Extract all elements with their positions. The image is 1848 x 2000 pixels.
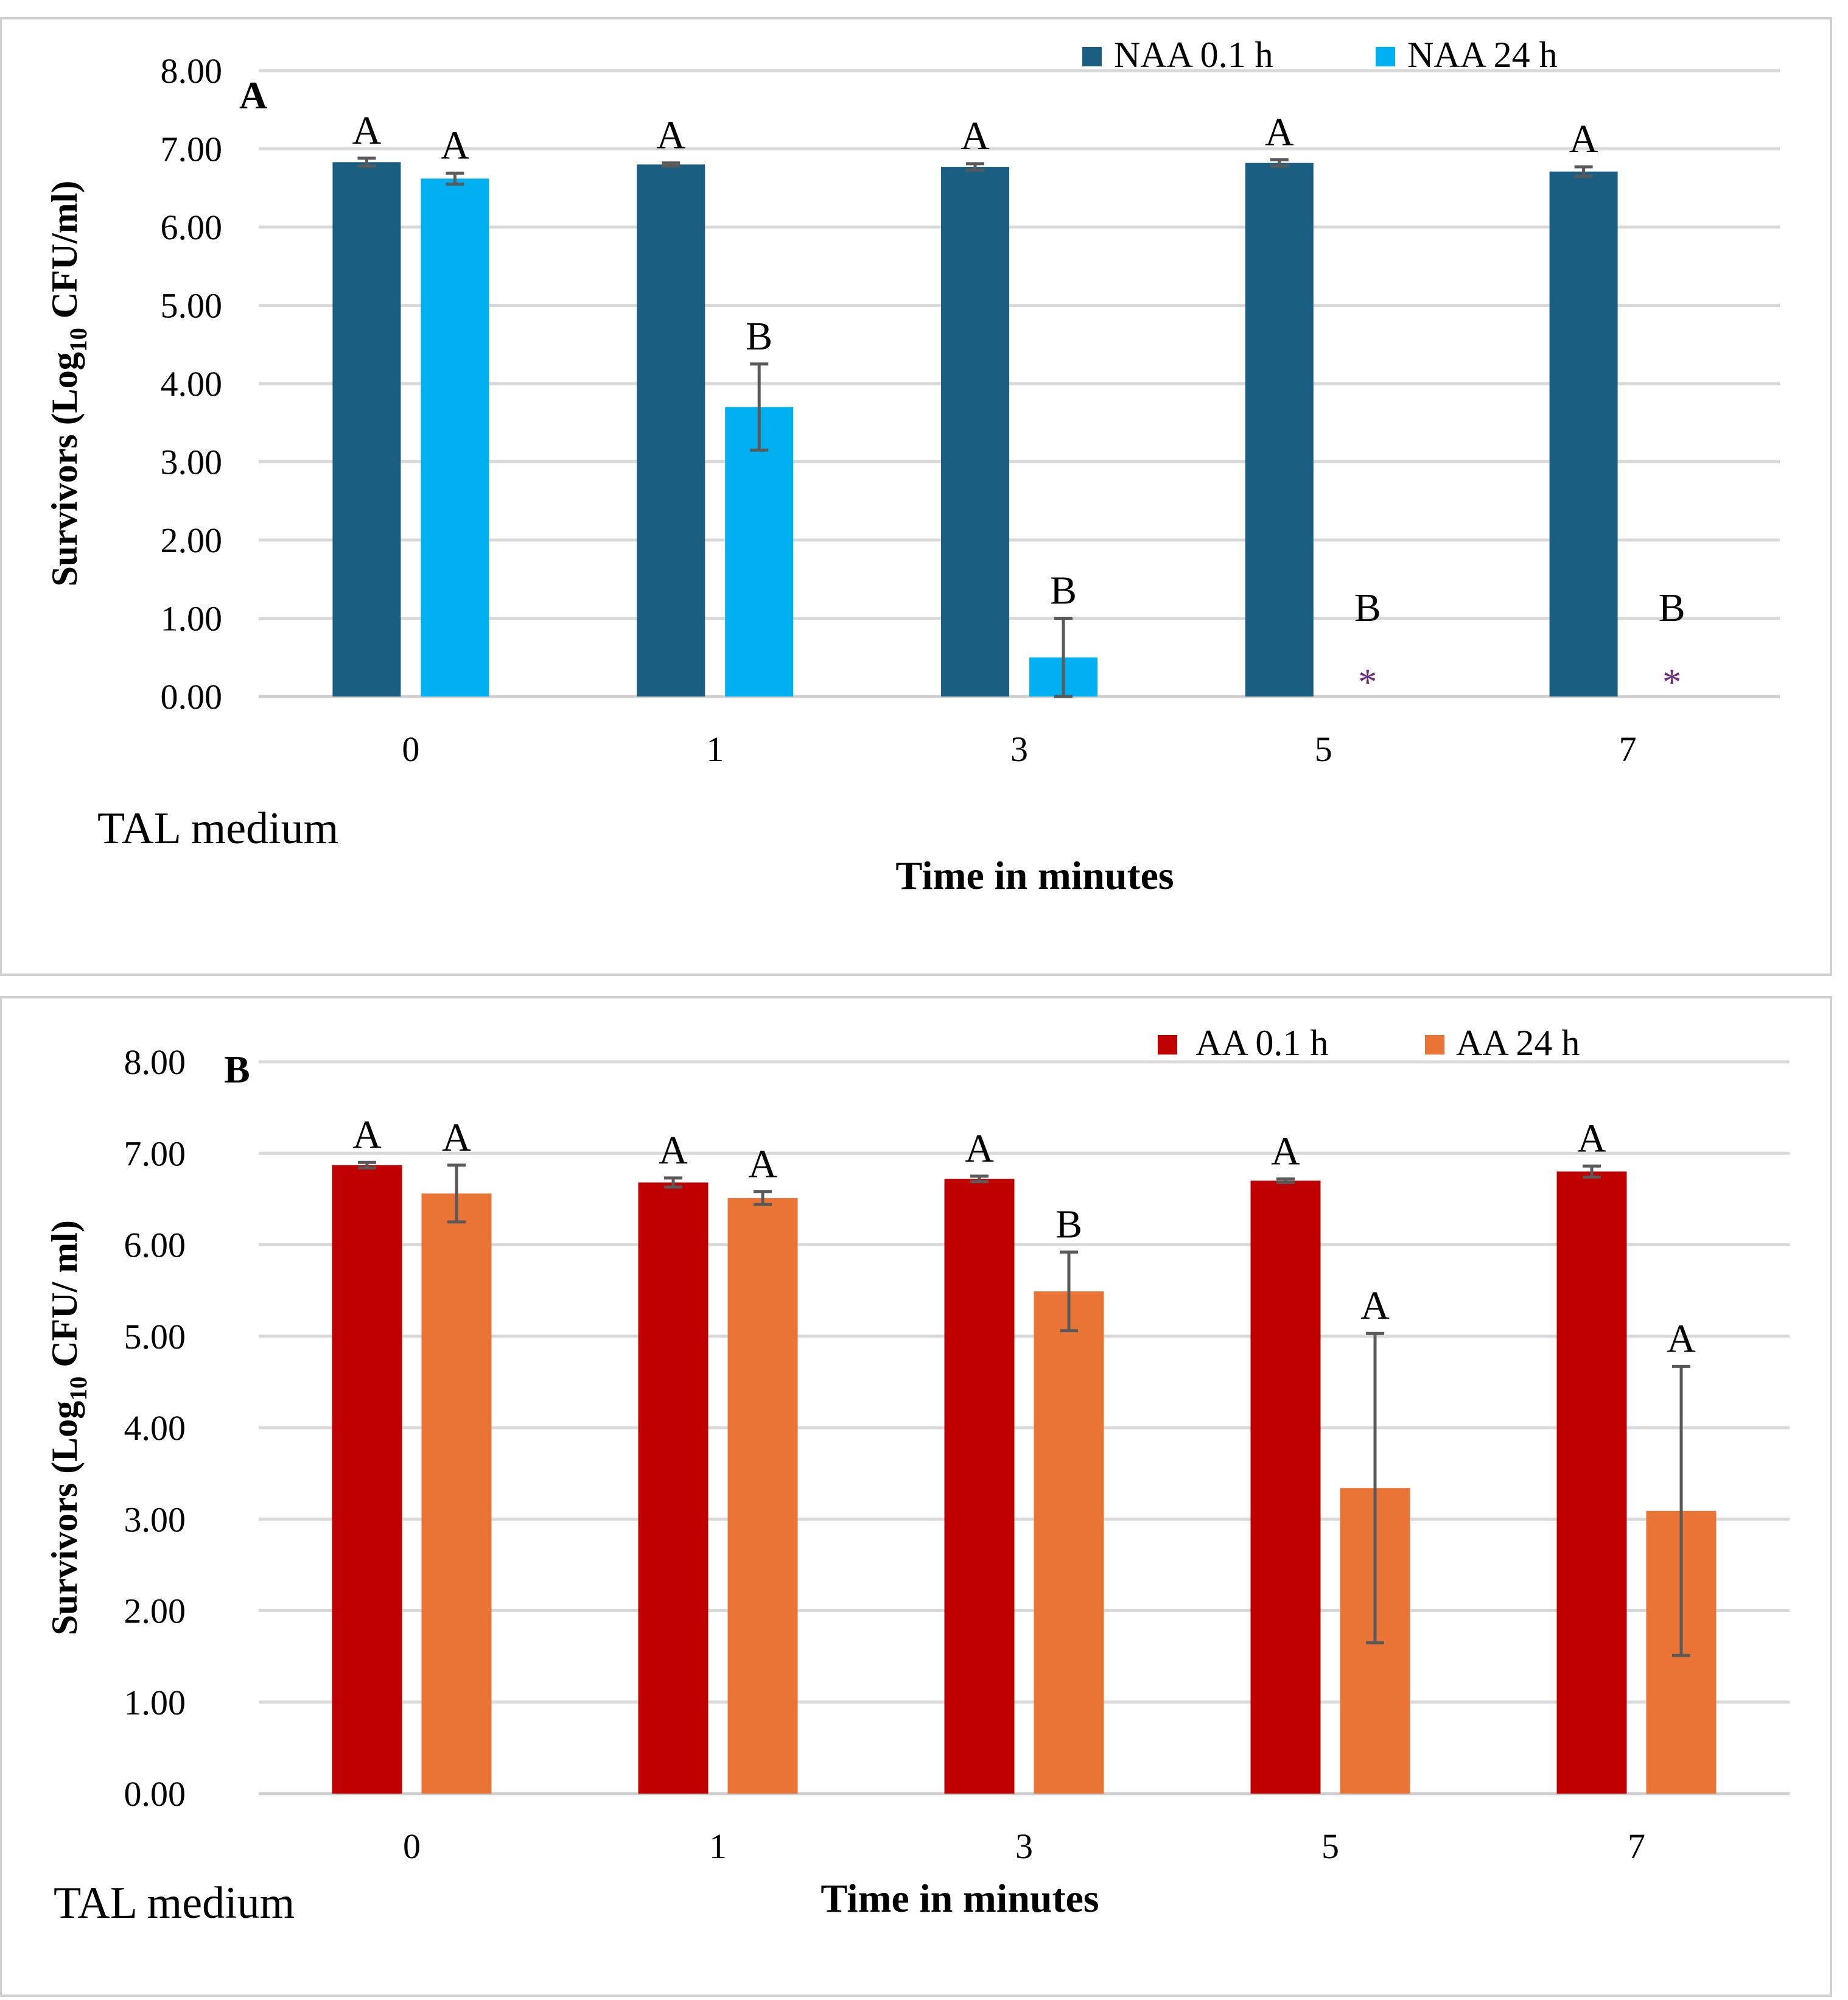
significance-letter: A <box>352 108 382 153</box>
bar <box>421 1193 492 1794</box>
bar <box>1245 163 1314 696</box>
significance-letter: B <box>1050 569 1077 613</box>
x-tick-label: 5 <box>1321 1826 1339 1866</box>
x-axis-label: Time in minutes <box>821 1876 1099 1921</box>
legend-swatch <box>1158 1035 1177 1054</box>
legend-label: AA 24 h <box>1456 1023 1580 1063</box>
y-tick-label: 3.00 <box>124 1500 186 1539</box>
y-tick-label: 1.00 <box>161 599 223 639</box>
legend-label: NAA 0.1 h <box>1114 35 1273 75</box>
bar <box>941 167 1009 696</box>
significance-letter: A <box>1569 117 1598 161</box>
bar <box>638 1182 709 1794</box>
significance-letter: A <box>1265 110 1294 154</box>
panel-label: B <box>224 1048 250 1091</box>
x-tick-label: 3 <box>1010 729 1028 769</box>
significance-letter: A <box>965 1126 994 1171</box>
significance-letter: A <box>442 1115 471 1160</box>
y-axis-label: Survivors (Log10 CFU/ml) <box>44 181 92 587</box>
x-tick-label: 0 <box>403 1826 421 1866</box>
bar <box>332 162 401 697</box>
x-tick-label: 1 <box>706 729 724 769</box>
y-tick-label: 3.00 <box>161 443 223 482</box>
bar <box>637 164 705 696</box>
y-tick-label: 0.00 <box>161 677 223 717</box>
significance-letter: A <box>961 114 990 158</box>
significance-marker: * <box>1358 662 1377 703</box>
significance-marker: * <box>1662 662 1681 703</box>
significance-letter: A <box>659 1128 688 1173</box>
y-tick-label: 8.00 <box>124 1042 186 1082</box>
y-tick-label: 7.00 <box>124 1134 186 1173</box>
y-tick-label: 2.00 <box>161 521 223 560</box>
significance-letter: A <box>1360 1283 1390 1328</box>
x-tick-label: 7 <box>1619 729 1637 769</box>
bar <box>725 407 794 696</box>
bar <box>1034 1291 1104 1794</box>
significance-letter: A <box>352 1112 382 1157</box>
significance-letter: A <box>441 123 470 167</box>
chart-panel-B: 0.00 1.00 2.00 3.00 4.00 5.00 6.00 7.00 8.00 A A 0 A… <box>0 996 1832 1997</box>
y-tick-label: 7.00 <box>161 130 223 169</box>
significance-letter: A <box>748 1142 777 1186</box>
bar <box>944 1179 1015 1794</box>
legend-swatch <box>1082 47 1102 66</box>
y-tick-label: 5.00 <box>124 1317 186 1356</box>
legend-label: NAA 24 h <box>1407 35 1558 75</box>
panel-label: A <box>239 74 267 117</box>
x-tick-label: 7 <box>1628 1826 1645 1866</box>
significance-letter: A <box>1667 1316 1696 1361</box>
significance-letter: B <box>746 314 772 359</box>
x-axis-label: Time in minutes <box>895 854 1174 898</box>
bar <box>1250 1181 1321 1794</box>
y-tick-label: 4.00 <box>161 364 223 404</box>
y-tick-label: 6.00 <box>124 1226 186 1265</box>
legend-swatch <box>1376 47 1395 66</box>
y-tick-label: 4.00 <box>124 1408 186 1448</box>
bar <box>421 178 489 697</box>
x-tick-label: 1 <box>709 1826 727 1866</box>
significance-letter: B <box>1659 586 1685 630</box>
bar <box>1549 171 1618 696</box>
panel-frame <box>0 996 1832 1997</box>
bar <box>1556 1171 1627 1794</box>
medium-note: TAL medium <box>54 1878 295 1928</box>
y-tick-label: 5.00 <box>161 286 223 326</box>
bar <box>332 1165 402 1794</box>
medium-note: TAL medium <box>97 804 338 854</box>
significance-letter: A <box>1271 1129 1300 1173</box>
y-tick-label: 0.00 <box>124 1774 186 1814</box>
significance-letter: A <box>656 113 685 158</box>
significance-letter: B <box>1055 1202 1082 1247</box>
legend-label: AA 0.1 h <box>1195 1023 1328 1063</box>
x-tick-label: 3 <box>1015 1826 1033 1866</box>
y-tick-label: 6.00 <box>161 208 223 247</box>
y-tick-label: 1.00 <box>124 1683 186 1722</box>
significance-letter: A <box>1577 1116 1606 1160</box>
x-tick-label: 5 <box>1315 729 1332 769</box>
panel-frame <box>0 17 1832 976</box>
legend-swatch <box>1425 1035 1444 1054</box>
significance-letter: B <box>1354 586 1381 630</box>
x-tick-label: 0 <box>402 729 419 769</box>
bar <box>727 1198 798 1794</box>
chart-panel-A: 0.00 1.00 2.00 3.00 4.00 5.00 6.00 7.00 8.00 A A 0 A… <box>0 17 1832 976</box>
y-axis-label: Survivors (Log10 CFU/ ml) <box>44 1220 92 1635</box>
y-tick-label: 2.00 <box>124 1591 186 1631</box>
y-tick-label: 8.00 <box>161 51 223 91</box>
